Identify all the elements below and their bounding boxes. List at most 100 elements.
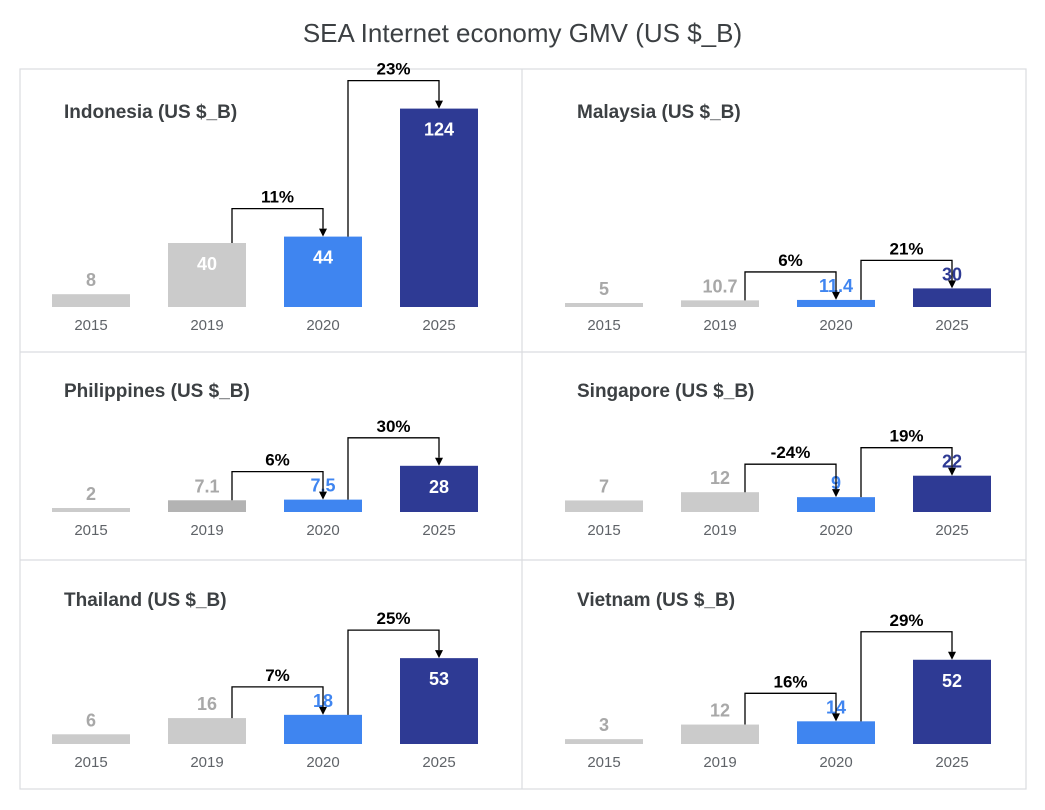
value-label-2025: 28	[429, 477, 449, 497]
tick-label-2015: 2015	[587, 522, 620, 539]
grid-frame	[19, 68, 1027, 790]
bar-2020	[797, 497, 875, 512]
tick-label-2025: 2025	[422, 522, 455, 539]
arrow-head-icon	[319, 491, 327, 500]
bar-2020	[284, 236, 362, 307]
tick-label-2019: 2019	[703, 754, 736, 771]
value-label-2020: 44	[313, 248, 333, 268]
tick-label-2015: 2015	[74, 754, 107, 771]
growth-label-2020-2025: 23%	[376, 60, 410, 79]
bar-2015	[52, 508, 130, 512]
tick-label-2020: 2020	[306, 317, 339, 334]
tick-label-2019: 2019	[190, 522, 223, 539]
value-label-2015: 3	[599, 715, 609, 735]
growth-label-2020-2025: 21%	[889, 239, 923, 258]
growth-arrow-2019-2020	[231, 470, 324, 501]
growth-label-2020-2025: 29%	[889, 611, 923, 630]
bar-2019	[681, 300, 759, 307]
growth-label-2019-2020: -24%	[771, 443, 811, 462]
arrow-head-icon	[832, 291, 840, 300]
value-label-2019: 16	[197, 694, 217, 714]
arrow-head-icon	[435, 457, 443, 466]
tick-label-2025: 2025	[935, 754, 968, 771]
bar-2020	[797, 721, 875, 744]
tick-label-2019: 2019	[190, 317, 223, 334]
tick-label-2020: 2020	[819, 754, 852, 771]
bar-2020	[284, 714, 362, 744]
bar-2019	[168, 243, 246, 307]
growth-label-2019-2020: 7%	[265, 666, 290, 685]
bar-2019	[681, 492, 759, 512]
growth-arrow-2020-2025	[347, 629, 440, 715]
value-label-2019: 10.7	[702, 276, 737, 296]
panel-title: Singapore (US $_B)	[577, 381, 754, 402]
tick-label-2019: 2019	[190, 754, 223, 771]
growth-label-2019-2020: 16%	[773, 672, 807, 691]
bar-2025	[913, 659, 991, 744]
growth-label-2020-2025: 19%	[889, 427, 923, 446]
bar-2020	[284, 499, 362, 512]
arrow-head-icon	[948, 467, 956, 476]
arrow-head-icon	[319, 228, 327, 237]
growth-label-2019-2020: 6%	[265, 451, 290, 470]
value-label-2025: 53	[429, 669, 449, 689]
bar-2015	[52, 294, 130, 307]
tick-label-2025: 2025	[935, 522, 968, 539]
bar-2015	[565, 739, 643, 744]
bar-2019	[168, 718, 246, 744]
tick-label-2015: 2015	[74, 522, 107, 539]
value-label-2019: 7.1	[194, 476, 219, 496]
arrow-head-icon	[435, 100, 443, 109]
tick-label-2020: 2020	[819, 317, 852, 334]
panel-title: Philippines (US $_B)	[64, 381, 250, 402]
panel-title: Malaysia (US $_B)	[577, 102, 741, 123]
tick-label-2015: 2015	[587, 317, 620, 334]
bar-2019	[168, 500, 246, 512]
bar-2025	[400, 465, 478, 512]
growth-arrow-2020-2025	[347, 79, 440, 237]
panel-title: Thailand (US $_B)	[64, 590, 227, 611]
growth-arrow-2019-2020	[744, 271, 837, 301]
growth-arrow-2020-2025	[347, 437, 440, 500]
growth-label-2020-2025: 30%	[376, 417, 410, 436]
value-label-2025: 124	[424, 120, 454, 140]
tick-label-2025: 2025	[935, 317, 968, 334]
growth-arrow-2019-2020	[744, 692, 837, 725]
value-label-2015: 6	[86, 710, 96, 730]
panel-2: Philippines (US $_B)220157.120197.520202…	[52, 381, 478, 539]
arrow-head-icon	[832, 713, 840, 722]
panel-title: Vietnam (US $_B)	[577, 590, 735, 611]
tick-label-2025: 2025	[422, 754, 455, 771]
arrow-head-icon	[832, 489, 840, 498]
panel-3: Singapore (US $_B)7201512201992020222025…	[565, 381, 991, 539]
tick-label-2025: 2025	[422, 317, 455, 334]
growth-arrow-2019-2020	[231, 686, 324, 719]
panel-title: Indonesia (US $_B)	[64, 102, 237, 123]
tick-label-2019: 2019	[703, 522, 736, 539]
bar-2025	[913, 288, 991, 307]
value-label-2019: 12	[710, 468, 730, 488]
bar-2019	[681, 724, 759, 744]
arrow-head-icon	[435, 650, 443, 659]
bar-2025	[400, 108, 478, 307]
tick-label-2020: 2020	[306, 754, 339, 771]
bar-2020	[797, 299, 875, 307]
tick-label-2020: 2020	[819, 522, 852, 539]
value-label-2015: 5	[599, 279, 609, 299]
panel-1: Malaysia (US $_B)5201510.7201911.4202030…	[565, 102, 991, 334]
tick-label-2015: 2015	[74, 317, 107, 334]
value-label-2015: 8	[86, 270, 96, 290]
panel-5: Vietnam (US $_B)320151220191420205220251…	[565, 590, 991, 771]
growth-arrow-2019-2020	[744, 463, 837, 493]
growth-arrow-2020-2025	[860, 259, 953, 300]
bar-2025	[400, 658, 478, 744]
arrow-head-icon	[948, 651, 956, 660]
growth-arrow-2019-2020	[231, 207, 324, 243]
value-label-2019: 40	[197, 254, 217, 274]
growth-label-2020-2025: 25%	[376, 609, 410, 628]
panel-0: Indonesia (US $_B) 8 2015 40 2019 44 2020 124 20…	[52, 60, 478, 334]
bar-2015	[565, 303, 643, 307]
bar-2015	[565, 500, 643, 512]
growth-arrow-2020-2025	[860, 447, 953, 498]
growth-label-2019-2020: 6%	[778, 251, 803, 270]
